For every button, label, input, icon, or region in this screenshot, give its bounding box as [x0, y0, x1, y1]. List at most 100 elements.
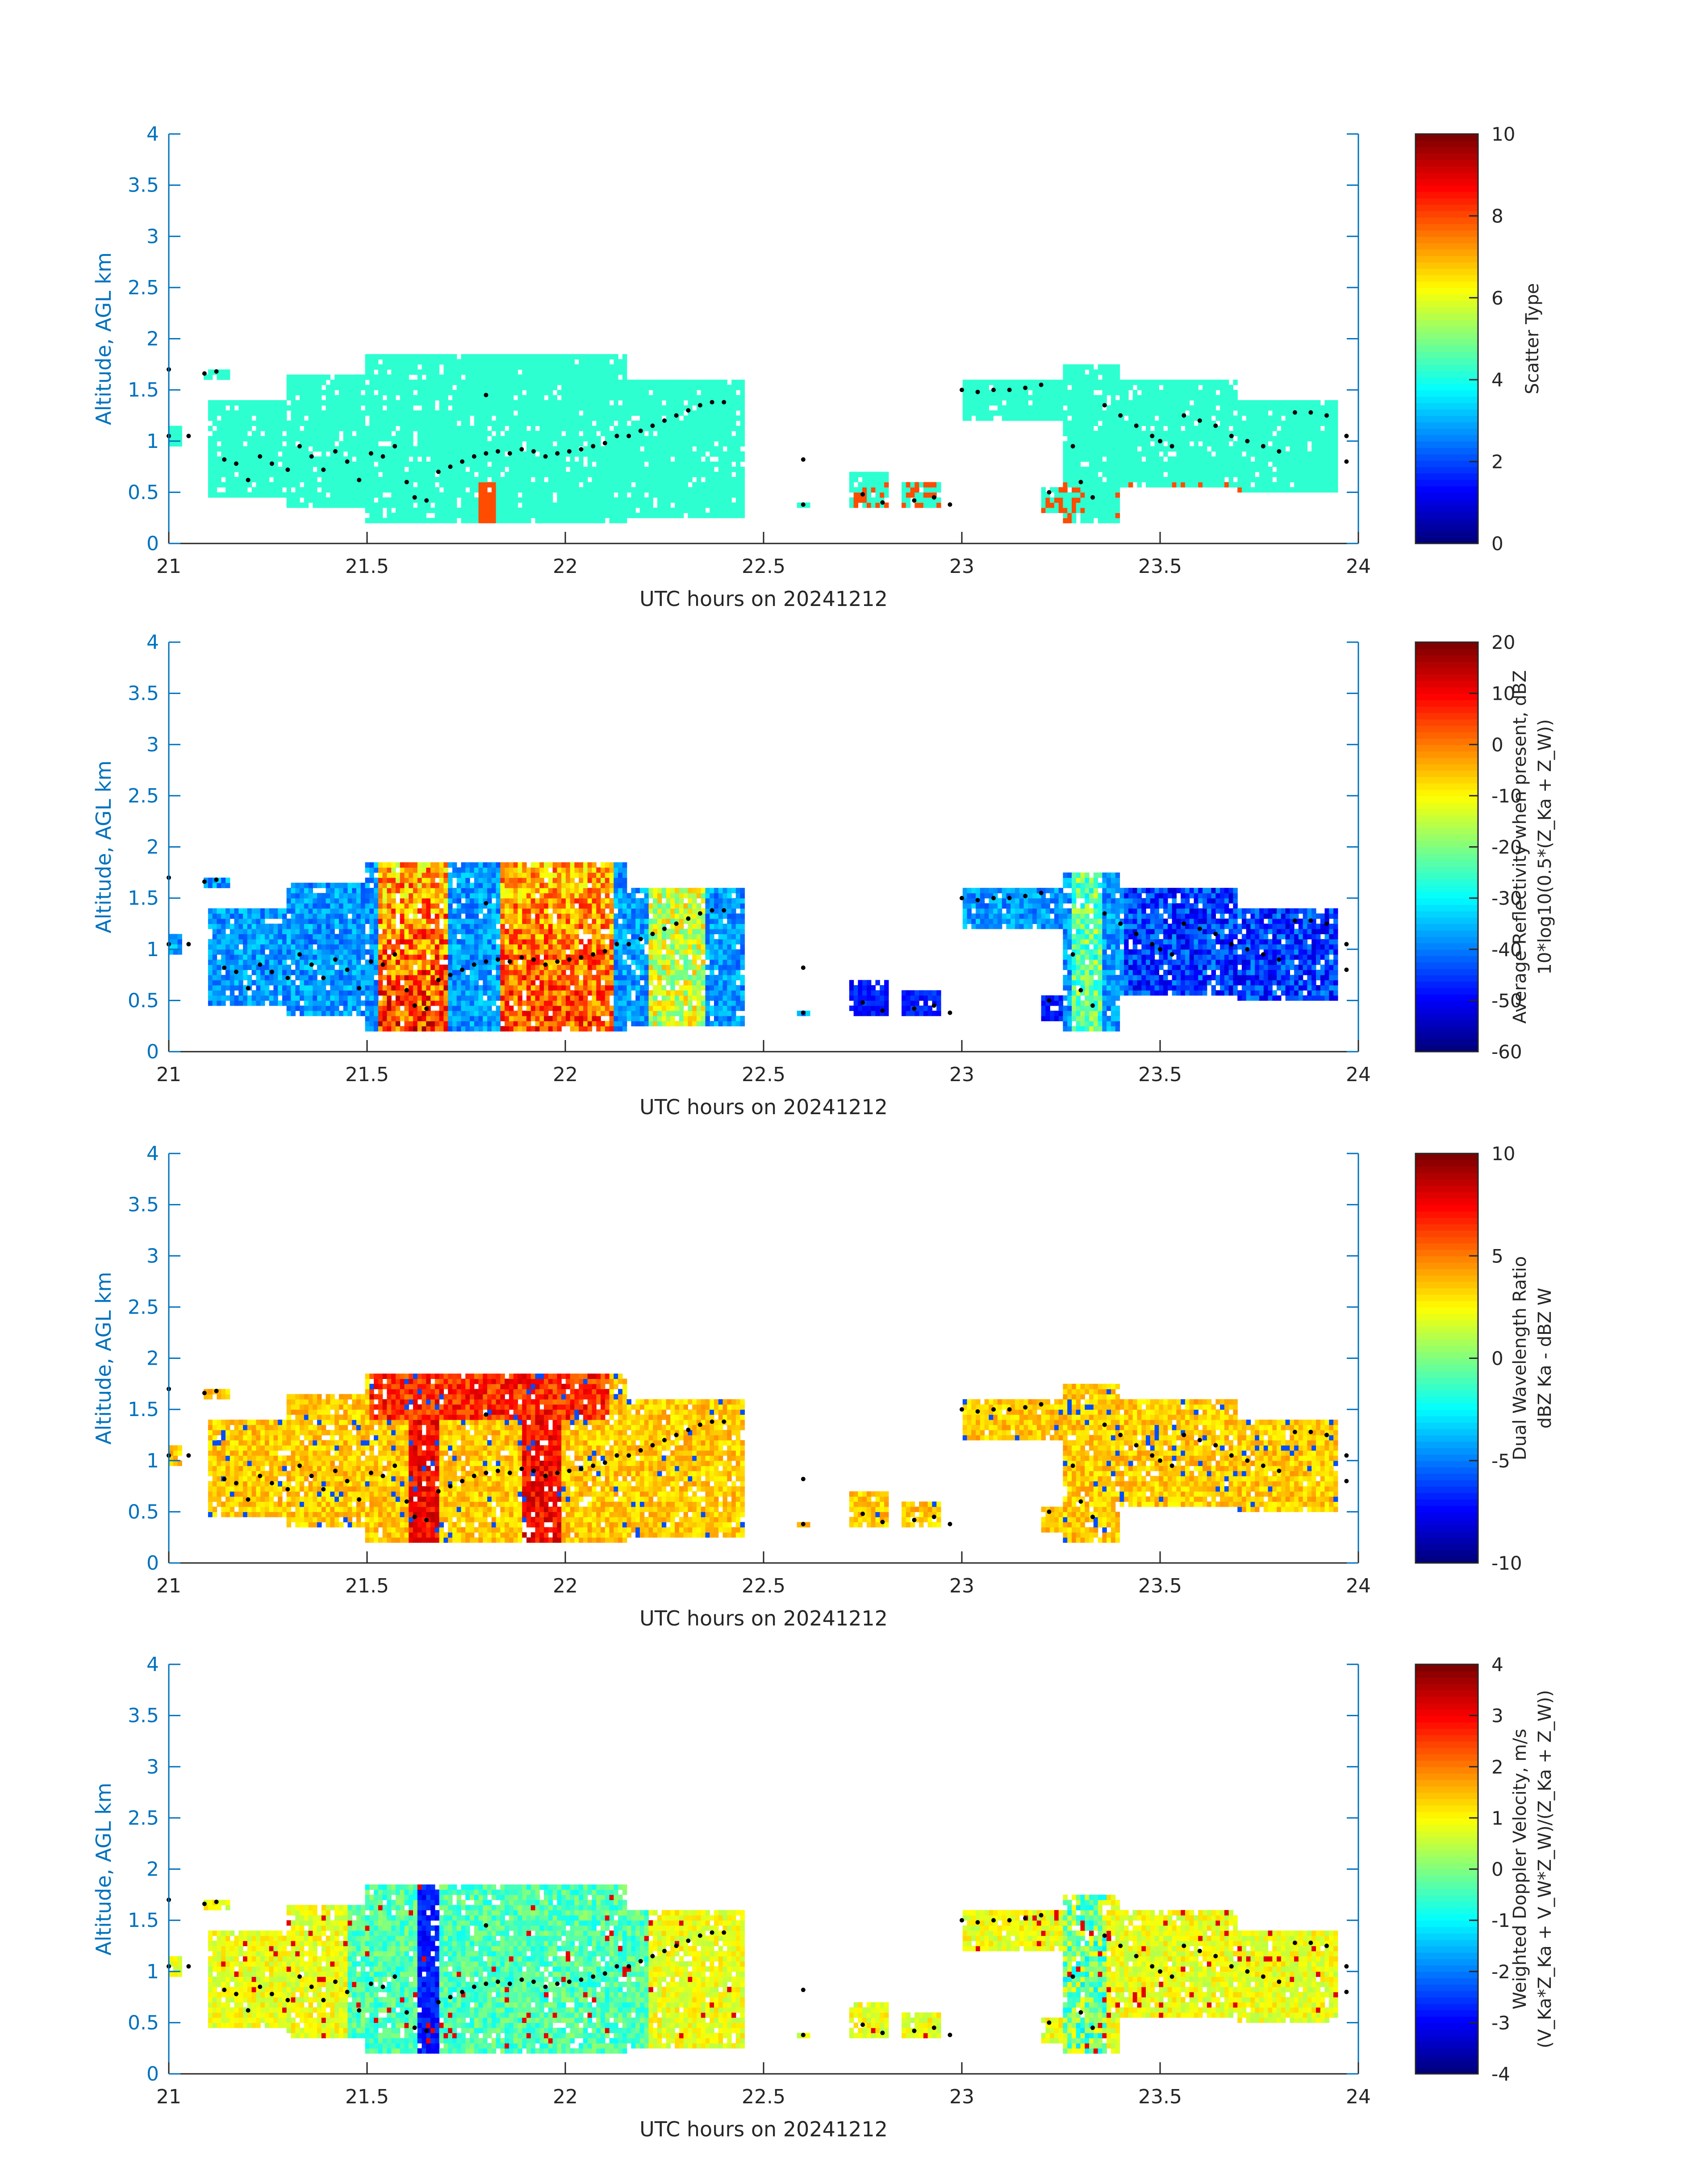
heatmap-cell — [544, 456, 549, 462]
heatmap-cell — [356, 426, 361, 431]
heatmap-cell — [387, 415, 392, 421]
heatmap-cell — [735, 415, 741, 421]
heatmap-cell — [522, 380, 527, 385]
heatmap-cell — [1290, 426, 1295, 431]
heatmap-cell — [561, 487, 566, 493]
heatmap-cell — [1111, 487, 1116, 493]
heatmap-cell — [1098, 364, 1102, 370]
heatmap-cell — [683, 380, 688, 385]
heatmap-cell — [574, 395, 579, 401]
heatmap-cell — [483, 497, 488, 503]
heatmap-cell — [710, 426, 714, 431]
heatmap-cell — [491, 380, 497, 385]
heatmap-cell — [221, 369, 226, 375]
heatmap-cell — [530, 369, 536, 375]
heatmap-cell — [500, 436, 505, 442]
heatmap-cell — [735, 502, 741, 508]
heatmap-cell — [226, 492, 230, 498]
heatmap-cell — [626, 502, 631, 508]
heatmap-cell — [269, 410, 274, 416]
heatmap-cell — [1045, 390, 1050, 396]
heatmap-cell — [395, 400, 401, 406]
heatmap-cell — [522, 477, 527, 483]
heatmap-cell — [544, 497, 549, 503]
heatmap-cell — [1150, 395, 1155, 401]
heatmap-cell — [618, 467, 623, 472]
heatmap-cell — [635, 502, 640, 508]
heatmap-cell — [1072, 451, 1077, 457]
heatmap-cell — [478, 456, 483, 462]
heatmap-cell — [1150, 384, 1155, 390]
heatmap-cell — [1128, 436, 1133, 442]
heatmap-cell — [1259, 436, 1264, 442]
heatmap-cell — [378, 467, 383, 472]
heatmap-cell — [1329, 482, 1334, 488]
heatmap-cell — [465, 482, 470, 488]
heatmap-cell — [409, 369, 413, 375]
heatmap-cell — [417, 461, 422, 467]
heatmap-cell — [570, 369, 575, 375]
heatmap-cell — [740, 502, 745, 508]
heatmap-cell — [1329, 436, 1334, 442]
heatmap-cell — [234, 400, 239, 406]
heatmap-cell — [1281, 461, 1286, 467]
heatmap-cell — [395, 461, 401, 467]
trace-point — [1344, 434, 1349, 439]
heatmap-cell — [234, 477, 239, 483]
heatmap-cell — [474, 477, 479, 483]
heatmap-cell — [1224, 410, 1229, 416]
heatmap-cell — [273, 446, 278, 452]
heatmap-cell — [226, 420, 230, 426]
heatmap-cell — [256, 467, 261, 472]
heatmap-cell — [1246, 446, 1251, 452]
heatmap-cell — [330, 482, 335, 488]
heatmap-cell — [1067, 395, 1072, 401]
heatmap-cell — [509, 507, 514, 513]
heatmap-cell — [308, 487, 313, 493]
heatmap-cell — [234, 410, 239, 416]
heatmap-cell — [426, 451, 431, 457]
heatmap-cell — [853, 487, 858, 493]
heatmap-cell — [434, 487, 440, 493]
heatmap-cell — [518, 426, 522, 431]
heatmap-cell — [238, 492, 243, 498]
heatmap-cell — [360, 472, 366, 477]
heatmap-cell — [443, 477, 448, 483]
heatmap-cell — [710, 384, 714, 390]
heatmap-cell — [317, 390, 322, 396]
heatmap-cell — [1163, 436, 1168, 442]
heatmap-cell — [487, 390, 492, 396]
heatmap-cell — [561, 395, 566, 401]
heatmap-cell — [417, 395, 422, 401]
heatmap-cell — [1250, 405, 1255, 411]
heatmap-cell — [365, 384, 370, 390]
heatmap-cell — [1067, 502, 1072, 508]
heatmap-cell — [251, 405, 256, 411]
heatmap-cell — [443, 472, 448, 477]
heatmap-cell — [1172, 426, 1177, 431]
heatmap-cell — [269, 456, 274, 462]
heatmap-cell — [217, 374, 221, 380]
heatmap-cell — [932, 502, 937, 508]
heatmap-cell — [413, 369, 418, 375]
heatmap-cell — [1316, 482, 1321, 488]
heatmap-cell — [740, 380, 745, 385]
heatmap-cell — [1041, 405, 1046, 411]
heatmap-cell — [1111, 451, 1116, 457]
heatmap-cell — [369, 430, 374, 436]
heatmap-cell — [491, 446, 497, 452]
heatmap-cell — [513, 487, 518, 493]
heatmap-cell — [1154, 456, 1159, 462]
heatmap-cell — [395, 502, 401, 508]
heatmap-cell — [1067, 477, 1072, 483]
heatmap-cell — [478, 420, 483, 426]
heatmap-cell — [579, 461, 584, 467]
heatmap-cell — [1333, 451, 1338, 457]
heatmap-cell — [273, 415, 278, 421]
heatmap-cell — [1015, 380, 1020, 385]
heatmap-cell — [1137, 467, 1142, 472]
heatmap-cell — [491, 451, 497, 457]
heatmap-cell — [317, 441, 322, 447]
heatmap-cell — [1107, 477, 1111, 483]
heatmap-cell — [565, 482, 571, 488]
